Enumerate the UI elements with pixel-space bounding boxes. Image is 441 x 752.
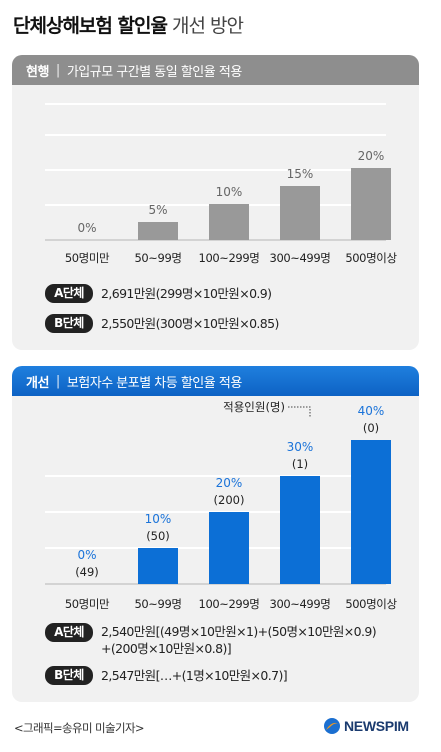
category-label: 50~99명 [134,597,181,611]
value-label: 10% [216,185,243,199]
bar-4 [280,476,320,584]
bar-2 [138,548,178,584]
category-label: 100~299명 [199,597,260,611]
category-label: 50~99명 [134,251,181,265]
value-label: 20% [216,476,243,490]
note-badge: B단체 [45,314,93,333]
category-label: 50명미만 [65,597,110,611]
improved-note-b: B단체 2,547만원[…+(1명×10만원×0.7)] [45,666,288,685]
improved-subtitle: 보험자수 분포별 차등 할인율 적용 [66,375,242,391]
count-label: (49) [75,565,99,579]
improved-bar-chart: (49) 0% 50명미만 (50) 10% 50~99명 (200) 20% 100~299명… [45,400,398,611]
category-label: 300~499명 [270,251,331,265]
improved-panel: 개선 | 보험자수 분포별 차등 할인율 적용 (49) 0% 50명미만 (50) 1… [12,366,419,702]
category-label: 100~299명 [199,251,260,265]
bar-3 [209,204,249,240]
graphic-credit: <그래픽=송유미 미술기자> [14,721,145,735]
note-text: 2,691만원(299명×10만원×0.9) [101,286,272,301]
current-tag: 현행 [26,64,49,80]
improved-panel-header: 개선 | 보험자수 분포별 차등 할인율 적용 [12,366,419,396]
count-annotation: 적용인원(명) [223,400,285,414]
count-label: (50) [146,529,170,543]
title-main: 단체상해보험 할인율 [13,15,168,37]
value-label: 0% [77,548,96,562]
current-bar-chart: 0% 50명미만 5% 50~99명 10% 100~299명 15% 300~499명 20%… [45,103,398,265]
title-sub: 개선 방안 [171,15,244,37]
note-badge: A단체 [45,284,93,303]
improved-tag: 개선 [26,375,49,391]
bar-5 [351,440,391,584]
page-title: 단체상해보험 할인율 개선 방안 [13,11,244,38]
current-panel-header: 현행 | 가입규모 구간별 동일 할인율 적용 [12,55,419,85]
note-line: 2,540만원[(49명×10만원×1)+(50명×10만원×0.9) [101,624,377,639]
category-label: 500명이상 [345,251,397,265]
current-note-a: A단체 2,691만원(299명×10만원×0.9) [45,284,272,303]
value-label: 40% [358,404,385,418]
note-text: 2,550만원(300명×10만원×0.85) [101,316,279,331]
annotation-leader-line [288,406,311,418]
count-label: (200) [214,493,245,507]
header-separator: | [55,62,60,78]
note-line: +(200명×10만원×0.8)] [101,641,232,656]
value-label: 30% [287,440,314,454]
header-separator: | [55,373,60,389]
category-label: 300~499명 [270,597,331,611]
category-label: 500명이상 [345,597,397,611]
count-label: (1) [292,457,308,471]
category-label: 50명미만 [65,251,110,265]
bar-4 [280,186,320,240]
note-text: 2,540만원[(49명×10만원×1)+(50명×10만원×0.9) +(20… [101,623,377,657]
value-label: 5% [148,203,167,217]
newspim-logo: NEWSPIM [324,718,409,734]
value-label: 10% [145,512,172,526]
note-badge: B단체 [45,666,93,685]
current-subtitle: 가입규모 구간별 동일 할인율 적용 [66,64,242,80]
newspim-logo-icon [324,718,340,734]
note-badge: A단체 [45,623,93,642]
count-label: (0) [363,421,379,435]
value-label: 15% [287,167,314,181]
bar-2 [138,222,178,240]
bar-3 [209,512,249,584]
current-note-b: B단체 2,550만원(300명×10만원×0.85) [45,314,279,333]
bar-5 [351,168,391,240]
value-label: 0% [77,221,96,235]
current-panel: 현행 | 가입규모 구간별 동일 할인율 적용 0% 50명미만 5% 50~99명 1… [12,55,419,350]
improved-note-a: A단체 2,540만원[(49명×10만원×1)+(50명×10만원×0.9) … [45,623,377,657]
logo-text: NEWSPIM [344,718,409,734]
note-text: 2,547만원[…+(1명×10만원×0.7)] [101,668,288,683]
value-label: 20% [358,149,385,163]
